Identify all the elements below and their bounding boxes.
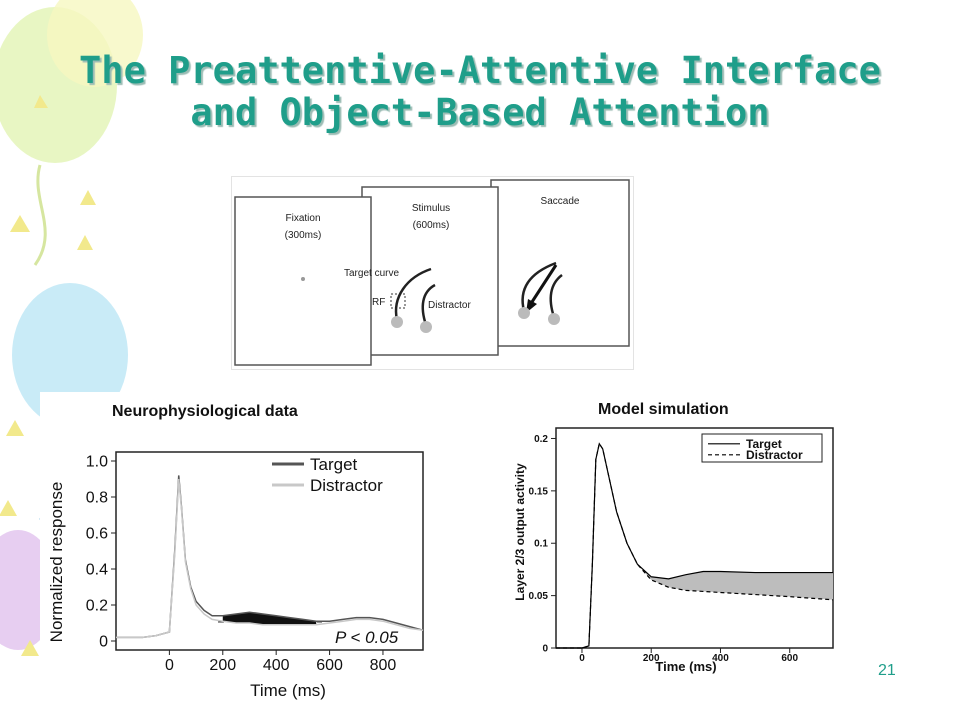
stimulus-time: (600ms) <box>413 220 450 231</box>
slide-number: 21 <box>878 662 896 679</box>
y-tick-label: 0.2 <box>86 598 108 615</box>
difference-band <box>637 564 833 600</box>
task-diagram: Fixation (300ms) Stimulus (600ms) Saccad… <box>234 179 630 366</box>
y-tick-label: 0.15 <box>529 486 549 497</box>
y-tick-label: 0.4 <box>86 562 108 579</box>
saccade-target-curve <box>521 261 557 312</box>
p-value-annotation: P < 0.05 <box>335 628 399 647</box>
fixation-label: Fixation <box>285 213 320 224</box>
y-tick-label: 0.1 <box>534 539 548 550</box>
plot-frame <box>555 427 834 649</box>
series-line-target <box>116 475 424 639</box>
neuro-chart-panel: Neurophysiological data Normalized respo… <box>40 392 432 702</box>
star-icon <box>21 640 39 656</box>
blue-balloon <box>12 283 128 427</box>
x-tick-label: 400 <box>712 653 729 664</box>
y-tick-label: 0.6 <box>86 526 108 543</box>
y-tick-label: 0.8 <box>86 490 108 507</box>
yellow-balloon <box>47 0 143 87</box>
series-line-distractor <box>556 442 834 649</box>
distractor-curve <box>421 283 436 326</box>
x-tick-label: 600 <box>781 653 798 664</box>
target-curve-label: Target curve <box>344 268 399 279</box>
series-line-distractor <box>116 478 424 639</box>
distractor-label: Distractor <box>428 300 471 311</box>
x-tick-label: 600 <box>316 657 343 674</box>
legend-label-distractor: Distractor <box>310 476 383 495</box>
legend-label-target: Target <box>310 455 358 474</box>
star-icon <box>77 235 93 250</box>
task-figure: Fixation (300ms) Stimulus (600ms) Saccad… <box>231 176 634 370</box>
x-axis-label: Time (ms) <box>250 681 326 700</box>
saccade-distractor-curve <box>549 274 563 318</box>
fixation-time: (300ms) <box>285 230 322 241</box>
star-icon <box>0 500 17 516</box>
x-tick-label: 400 <box>263 657 290 674</box>
star-icon <box>80 190 96 205</box>
neuro-chart: Neurophysiological data Normalized respo… <box>47 403 424 700</box>
x-tick-label: 0 <box>579 653 585 664</box>
saccade-label: Saccade <box>541 196 580 207</box>
y-axis-label: Normalized response <box>47 482 66 643</box>
title-line-2: and Object-Based Attention <box>190 91 770 134</box>
title-line-1: The Preattentive-Attentive Interface <box>79 49 881 92</box>
x-tick-label: 0 <box>165 657 174 674</box>
chart-title: Neurophysiological data <box>112 403 298 420</box>
chart-title: Model simulation <box>598 401 729 418</box>
model-chart: Model simulation Layer 2/3 output activi… <box>513 401 834 674</box>
difference-band <box>222 612 317 625</box>
star-icon <box>34 95 48 108</box>
y-tick-label: 1.0 <box>86 454 108 471</box>
x-tick-label: 200 <box>643 653 660 664</box>
plot-frame <box>115 451 424 651</box>
rf-label: RF <box>372 297 385 308</box>
saccade-arrow <box>528 264 558 306</box>
saccade-frame <box>490 179 630 347</box>
star-icon <box>6 420 24 436</box>
slide-title: The Preattentive-Attentive Interface and… <box>0 50 960 134</box>
y-tick-label: 0.05 <box>529 591 549 602</box>
legend-label-distractor: Distractor <box>746 448 803 462</box>
balloon-string <box>33 164 47 266</box>
y-axis-label: Layer 2/3 output activity <box>513 463 527 601</box>
receptive-field <box>390 293 406 309</box>
target-curve <box>394 267 432 321</box>
y-tick-label: 0.2 <box>534 434 548 445</box>
model-chart-panel: Model simulation Layer 2/3 output activi… <box>500 392 848 677</box>
saccade-distractor-dot <box>548 313 560 325</box>
stimulus-label: Stimulus <box>412 203 450 214</box>
x-axis-label: Time (ms) <box>655 659 716 674</box>
legend-box <box>701 433 823 463</box>
x-tick-label: 200 <box>209 657 236 674</box>
legend-label-target: Target <box>746 437 782 451</box>
distractor-dot <box>420 321 432 333</box>
target-dot <box>391 316 403 328</box>
series-line-target <box>556 442 833 649</box>
y-tick-label: 0 <box>542 644 548 655</box>
y-tick-label: 0 <box>99 634 108 651</box>
saccade-target-dot <box>518 307 530 319</box>
star-icon <box>10 215 30 232</box>
fixation-point <box>301 277 305 281</box>
x-tick-label: 800 <box>370 657 397 674</box>
